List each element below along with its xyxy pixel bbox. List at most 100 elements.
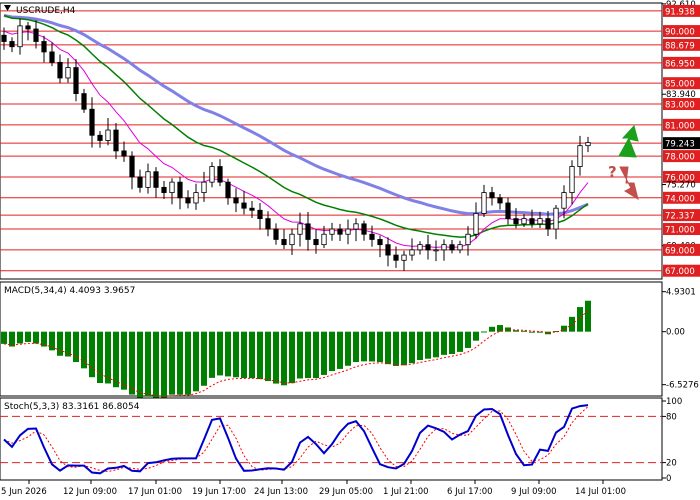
macd-bar	[137, 331, 143, 399]
candle	[57, 54, 63, 84]
candle-body	[481, 192, 487, 214]
price-label: 74.000	[665, 194, 695, 204]
macd-bar	[161, 331, 167, 398]
price-label: 86.950	[665, 59, 695, 69]
candle	[89, 97, 95, 148]
candle	[545, 211, 551, 237]
macd-bar	[193, 331, 199, 392]
candlesticks	[1, 18, 591, 271]
macd-bar	[369, 331, 375, 362]
macd-bar	[33, 331, 39, 344]
candle-body	[241, 202, 247, 209]
candle-body	[457, 244, 463, 251]
stochastic-pane: Stoch(5,3,3) 83.3161 86.8054	[0, 397, 663, 481]
candle-body	[513, 218, 519, 225]
macd-bar	[65, 331, 71, 357]
macd-histogram	[1, 300, 591, 399]
candle-body	[1, 34, 7, 42]
candle	[457, 240, 463, 254]
candle-body	[321, 233, 327, 246]
macd-bar	[49, 331, 55, 351]
candle	[393, 246, 399, 268]
macd-bar	[313, 331, 319, 379]
candle	[513, 208, 519, 229]
candle-body	[89, 108, 95, 136]
candle-body	[17, 25, 23, 48]
macd-bar	[169, 331, 175, 395]
candle	[569, 160, 575, 205]
candle	[265, 211, 271, 237]
candle	[537, 211, 543, 228]
candle-body	[585, 142, 591, 147]
candle	[313, 229, 319, 254]
candle-body	[9, 41, 15, 48]
candle-body	[297, 223, 303, 235]
candle	[433, 240, 439, 262]
macd-bar	[353, 331, 359, 363]
macd-tick-label: 4.9301	[666, 288, 696, 298]
candle-body	[97, 134, 103, 141]
candle	[401, 250, 407, 271]
time-tick-label: 12 Jun 09:00	[63, 487, 117, 497]
price-label: 69.000	[665, 246, 695, 256]
candle-body	[265, 218, 271, 230]
candle-body	[193, 192, 199, 204]
macd-bar	[377, 331, 383, 363]
macd-bar	[417, 331, 423, 361]
candle	[417, 241, 423, 255]
macd-bar	[185, 331, 191, 395]
macd-bar	[321, 331, 327, 375]
candle	[209, 162, 215, 188]
stochastic-k-line	[3, 404, 589, 475]
price-label: 85.000	[665, 80, 695, 90]
candle-body	[577, 145, 583, 167]
macd-pane: MACD(5,34,4) 4.4093 3.9657	[0, 281, 663, 399]
macd-bar	[577, 307, 583, 332]
candle	[249, 200, 255, 219]
macd-bar	[585, 300, 591, 332]
symbol-triangle-icon	[4, 5, 11, 11]
candle-body	[393, 254, 399, 261]
macd-bar	[401, 331, 407, 366]
price-label: 76.000	[665, 173, 695, 183]
macd-bar	[249, 331, 255, 379]
candle	[161, 180, 167, 199]
candle-body	[537, 218, 543, 225]
macd-bar	[113, 331, 119, 388]
macd-bar	[489, 326, 495, 332]
macd-tick-label: -6.5276	[666, 381, 699, 391]
candle-body	[137, 176, 143, 188]
candle	[169, 178, 175, 205]
macd-title: MACD(5,34,4) 4.4093 3.9657	[4, 286, 135, 296]
price-label: 67.000	[665, 267, 695, 277]
price-label: 90.000	[665, 28, 695, 38]
stochastic-level-lines	[0, 415, 662, 464]
candle	[441, 239, 447, 261]
price-label: 78.000	[665, 153, 695, 163]
candle-body	[545, 218, 551, 230]
macd-bar	[17, 331, 23, 344]
candle	[129, 151, 135, 190]
moving-average-line	[3, 14, 589, 216]
candle	[177, 176, 183, 210]
moving-average-line	[3, 30, 589, 248]
macd-bar	[473, 331, 479, 341]
candle	[65, 58, 71, 83]
macd-bar	[553, 331, 559, 333]
candle-body	[225, 181, 231, 199]
candle	[561, 185, 567, 219]
price-label: 91.938	[665, 7, 695, 17]
macd-bar	[177, 331, 183, 395]
macd-bar	[257, 331, 263, 380]
candle	[361, 220, 367, 241]
candle-body	[433, 249, 439, 252]
candle	[329, 222, 335, 241]
candle-body	[337, 228, 343, 235]
candle-body	[305, 223, 311, 240]
candle-body	[521, 218, 527, 225]
candle-body	[153, 171, 159, 188]
candle	[193, 183, 199, 210]
candle	[449, 239, 455, 254]
candle-body	[345, 228, 351, 235]
macd-bar	[521, 330, 527, 332]
